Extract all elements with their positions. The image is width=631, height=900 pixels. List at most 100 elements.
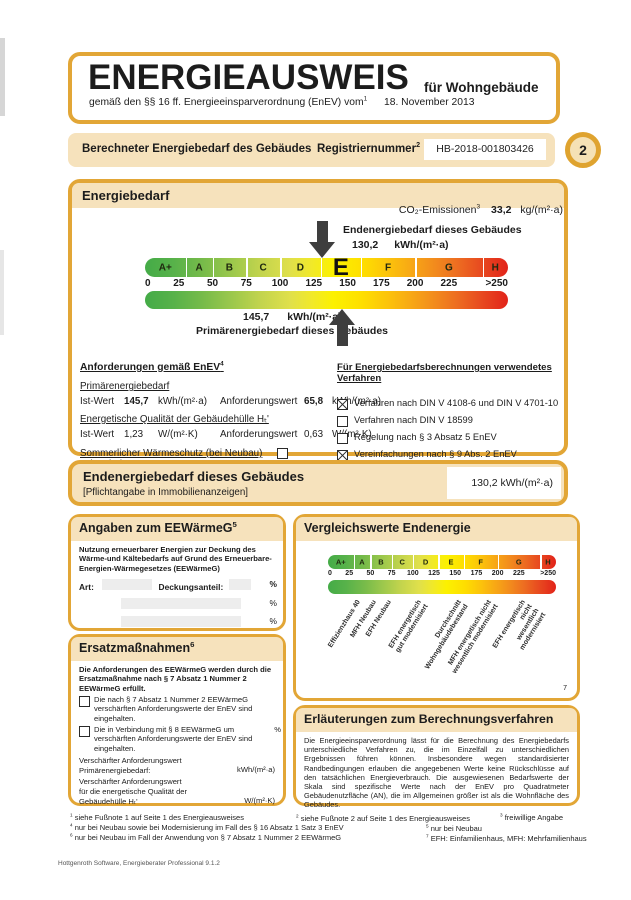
primary-arrow-head bbox=[329, 309, 355, 325]
scale-letter-e: E bbox=[332, 253, 349, 281]
verfahren-checkbox bbox=[337, 433, 348, 444]
footnote-5: 5 nur bei Neubau bbox=[426, 823, 482, 833]
compare-label: EFH energetisch gut modernisiert bbox=[387, 599, 430, 654]
scale-tick: 225 bbox=[512, 570, 525, 577]
band-separator bbox=[463, 555, 466, 569]
scale-letter-g: G bbox=[515, 557, 522, 567]
scale-letter-d: D bbox=[422, 557, 429, 567]
footnote-1: 1 siehe Fußnote 1 auf Seite 1 des Energi… bbox=[70, 812, 244, 822]
ersatz-checkbox-row-2: Die in Verbindung mit § 8 EEWärmeG um ve… bbox=[79, 725, 281, 753]
value-placeholder bbox=[121, 598, 241, 609]
compare-scale-ticks: 0 25 50 75 100 125 150 175 200 225 >250 bbox=[328, 570, 556, 579]
band-separator bbox=[185, 258, 188, 277]
law-date: 18. November 2013 bbox=[383, 97, 475, 108]
anforderungen-block: Anforderungen gemäß EnEV4 Primärenergieb… bbox=[80, 360, 381, 470]
section-title: Ersatzmaßnahmen6 bbox=[79, 639, 195, 655]
scale-letter-h: H bbox=[491, 262, 499, 273]
band-separator bbox=[412, 555, 415, 569]
band-separator bbox=[370, 555, 372, 569]
verfahren-block: Für Energiebedarfsberechnungen verwendet… bbox=[337, 362, 565, 464]
ersatz-checkbox-1 bbox=[79, 696, 90, 707]
scale-letter-f: F bbox=[478, 557, 483, 567]
footnote-marker: 2 bbox=[416, 141, 421, 150]
energy-scale-gradient-bar bbox=[145, 291, 508, 309]
registration-strip: Berechneter Energiebedarf des Gebäudes R… bbox=[68, 133, 555, 167]
registration-number-label: Registriernummer2 bbox=[317, 141, 421, 155]
scale-tick: 225 bbox=[440, 278, 458, 289]
energy-scale-ticks: 0 25 50 75 100 125 150 175 200 225 >250 bbox=[145, 278, 508, 290]
section-header: Vergleichswerte Endenergie bbox=[296, 517, 577, 541]
anforderungen-title: Anforderungen gemäß EnEV4 bbox=[80, 360, 224, 373]
co2-value: 33,2 bbox=[491, 204, 512, 216]
scale-tick: 100 bbox=[406, 570, 419, 577]
footnote-marker: 4 bbox=[220, 360, 224, 368]
verfahren-label: Verfahren nach DIN V 18599 bbox=[354, 415, 473, 425]
band-separator bbox=[415, 258, 417, 277]
band-separator bbox=[391, 555, 394, 569]
footnote-marker: 5 bbox=[232, 519, 237, 529]
scale-tick: 200 bbox=[406, 278, 424, 289]
ersatz-checkbox-2 bbox=[79, 726, 90, 737]
band-separator bbox=[246, 258, 248, 277]
compare-label: EFH energetisch nicht wesentlich moderni… bbox=[492, 599, 548, 652]
footnote-2: 2 siehe Fußnote 2 auf Seite 1 des Energi… bbox=[296, 813, 470, 823]
band-separator bbox=[320, 258, 323, 277]
section-erlaeuterungen: Erläuterungen zum Berechnungsverfahren D… bbox=[293, 705, 580, 810]
section-header: Angaben zum EEWärmeG5 bbox=[71, 517, 283, 541]
band-separator bbox=[540, 555, 542, 569]
verfahren-item: Verfahren nach DIN V 18599 bbox=[337, 415, 473, 427]
footnote-marker: 6 bbox=[190, 639, 195, 649]
section-eewaermeg: Angaben zum EEWärmeG5 Nutzung erneuerbar… bbox=[68, 514, 286, 631]
scale-tick: 200 bbox=[491, 570, 504, 577]
verfahren-checkbox bbox=[337, 399, 348, 410]
scan-artifact bbox=[0, 38, 5, 116]
scale-tick: 0 bbox=[145, 278, 151, 289]
verfahren-items: Verfahren nach DIN V 4108-6 und DIN V 47… bbox=[337, 384, 565, 464]
verfahren-title: Für Energiebedarfsberechnungen verwendet… bbox=[337, 362, 552, 384]
verfahren-item: Verfahren nach DIN V 4108-6 und DIN V 47… bbox=[337, 398, 558, 410]
footnote-marker: 7 bbox=[563, 685, 567, 692]
band-separator bbox=[280, 258, 282, 277]
section-title: Erläuterungen zum Berechnungsverfahren bbox=[304, 712, 554, 726]
endenergy-arrow bbox=[317, 221, 328, 243]
eewaermeg-row-1: Art: Deckungsanteil: % bbox=[79, 579, 277, 592]
eewaermeg-intro: Nutzung erneuerbarer Energien zur Deckun… bbox=[79, 545, 272, 573]
prim-values-row: Ist-Wert 145,7 kWh/(m²·a) Anforderungswe… bbox=[80, 396, 381, 407]
primary-energy-arrow-label: Primärenergiebedarf dieses Gebäudes bbox=[196, 325, 388, 337]
scale-tick: 75 bbox=[240, 278, 252, 289]
prim-heading: Primärenergiebedarf bbox=[80, 381, 170, 392]
scale-letter-a: A bbox=[195, 262, 203, 273]
banner-subtitle: [Pflichtangabe in Immobilienanzeigen] bbox=[83, 487, 249, 498]
title-subtitle: für Wohngebäude bbox=[424, 80, 539, 95]
section-header: Ersatzmaßnahmen6 bbox=[71, 637, 283, 661]
value-placeholder bbox=[102, 579, 153, 590]
scan-artifact bbox=[0, 250, 4, 335]
verfahren-item: Regelung nach § 3 Absatz 5 EnEV bbox=[337, 432, 497, 444]
erlaeuterungen-text: Die Energieeinsparverordnung lässt für d… bbox=[304, 736, 569, 810]
law-line: gemäß den §§ 16 ff. Energieeinsparverord… bbox=[89, 95, 475, 108]
band-separator bbox=[497, 555, 500, 569]
scale-tick: >250 bbox=[485, 278, 508, 289]
scale-letter-d: D bbox=[296, 262, 304, 273]
value-placeholder bbox=[228, 579, 251, 590]
footnote-marker: 1 bbox=[363, 95, 368, 103]
scale-letter-c: C bbox=[399, 557, 405, 567]
scale-tick: 125 bbox=[305, 278, 323, 289]
scale-tick: 0 bbox=[328, 570, 332, 577]
band-separator bbox=[353, 555, 356, 569]
band-separator bbox=[482, 258, 485, 277]
strip-label: Berechneter Energiebedarf des Gebäudes bbox=[82, 143, 312, 155]
footnote-7: 7 EFH: Einfamilienhaus, MFH: Mehrfamilie… bbox=[426, 833, 587, 843]
ersatz-intro: Die Anforderungen des EEWärmeG werden du… bbox=[79, 665, 272, 693]
scale-tick: >250 bbox=[540, 570, 556, 577]
scale-tick: 25 bbox=[173, 278, 185, 289]
huelle-heading: Energetische Qualität der Gebäudehülle H… bbox=[80, 414, 269, 425]
banner-title: Endenergiebedarf dieses Gebäudes bbox=[83, 469, 305, 484]
scale-tick: 75 bbox=[387, 570, 396, 577]
scale-tick: 125 bbox=[428, 570, 440, 577]
verfahren-checkbox bbox=[337, 416, 348, 427]
scale-tick: 50 bbox=[206, 278, 219, 289]
band-separator bbox=[212, 258, 215, 277]
registration-number-value: HB-2018-001803426 bbox=[424, 139, 546, 160]
